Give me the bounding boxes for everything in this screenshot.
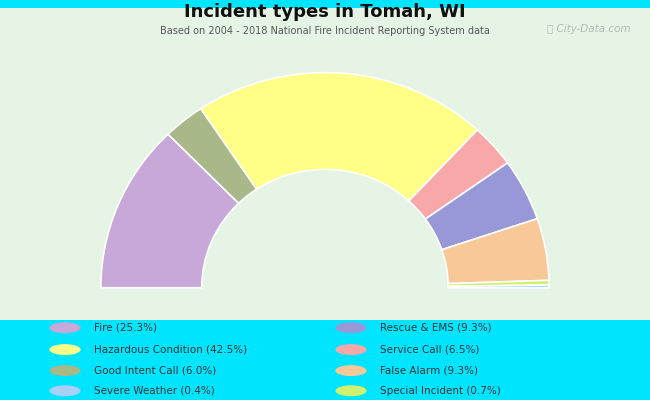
Text: False Alarm (9.3%): False Alarm (9.3%) (380, 366, 478, 376)
Text: ⓘ City-Data.com: ⓘ City-Data.com (547, 24, 630, 34)
Ellipse shape (49, 365, 81, 376)
Wedge shape (448, 280, 549, 286)
Ellipse shape (335, 322, 367, 333)
Ellipse shape (49, 385, 81, 396)
Text: Severe Weather (0.4%): Severe Weather (0.4%) (94, 386, 215, 396)
Wedge shape (442, 219, 549, 284)
Text: Based on 2004 - 2018 National Fire Incident Reporting System data: Based on 2004 - 2018 National Fire Incid… (160, 26, 490, 36)
Text: Incident types in Tomah, WI: Incident types in Tomah, WI (184, 3, 466, 21)
Wedge shape (201, 72, 477, 201)
Text: Service Call (6.5%): Service Call (6.5%) (380, 344, 480, 354)
Text: Fire (25.3%): Fire (25.3%) (94, 323, 157, 333)
Ellipse shape (49, 322, 81, 333)
Text: Rescue & EMS (9.3%): Rescue & EMS (9.3%) (380, 323, 492, 333)
Wedge shape (448, 285, 549, 288)
Text: Hazardous Condition (42.5%): Hazardous Condition (42.5%) (94, 344, 248, 354)
Text: Special Incident (0.7%): Special Incident (0.7%) (380, 386, 501, 396)
Ellipse shape (335, 385, 367, 396)
Wedge shape (101, 134, 239, 288)
Wedge shape (409, 130, 508, 219)
Wedge shape (168, 109, 257, 203)
Text: Good Intent Call (6.0%): Good Intent Call (6.0%) (94, 366, 216, 376)
Ellipse shape (335, 365, 367, 376)
Wedge shape (425, 163, 538, 250)
Ellipse shape (335, 344, 367, 355)
Ellipse shape (49, 344, 81, 355)
